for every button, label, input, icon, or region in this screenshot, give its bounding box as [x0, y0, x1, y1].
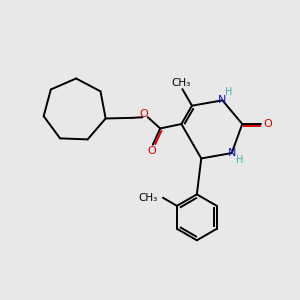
- Text: O: O: [139, 109, 148, 119]
- Text: N: N: [218, 95, 226, 105]
- Text: CH₃: CH₃: [138, 193, 158, 203]
- Text: O: O: [263, 119, 272, 129]
- Text: H: H: [225, 87, 233, 97]
- Text: N: N: [227, 148, 236, 158]
- Text: H: H: [236, 155, 244, 165]
- Text: CH₃: CH₃: [171, 78, 190, 88]
- Text: O: O: [147, 146, 156, 156]
